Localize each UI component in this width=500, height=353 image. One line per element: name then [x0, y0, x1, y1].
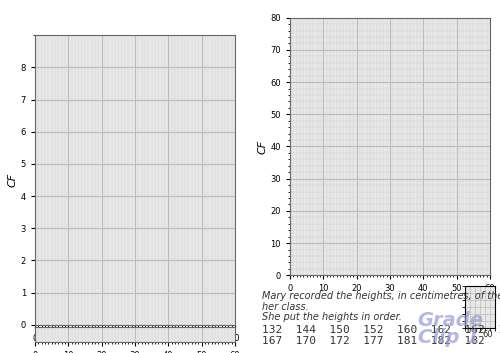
Text: 132  144  150  152  160  162  162  167: 132 144 150 152 160 162 162 167	[262, 325, 500, 335]
Text: Mary recorded the heights, in centimetres, of the girls in: Mary recorded the heights, in centimetre…	[262, 291, 500, 301]
Text: Clip 1: Clip 1	[418, 328, 480, 347]
Text: She put the heights in order.: She put the heights in order.	[262, 312, 402, 322]
Text: Grade: Grade	[418, 311, 484, 330]
Y-axis label: CF: CF	[258, 139, 268, 154]
Text: 167  170  172  177  181  182  182: 167 170 172 177 181 182 182	[262, 336, 485, 346]
Y-axis label: CF: CF	[8, 173, 18, 187]
Text: 60: 60	[482, 330, 493, 339]
Text: her class.: her class.	[262, 302, 309, 312]
